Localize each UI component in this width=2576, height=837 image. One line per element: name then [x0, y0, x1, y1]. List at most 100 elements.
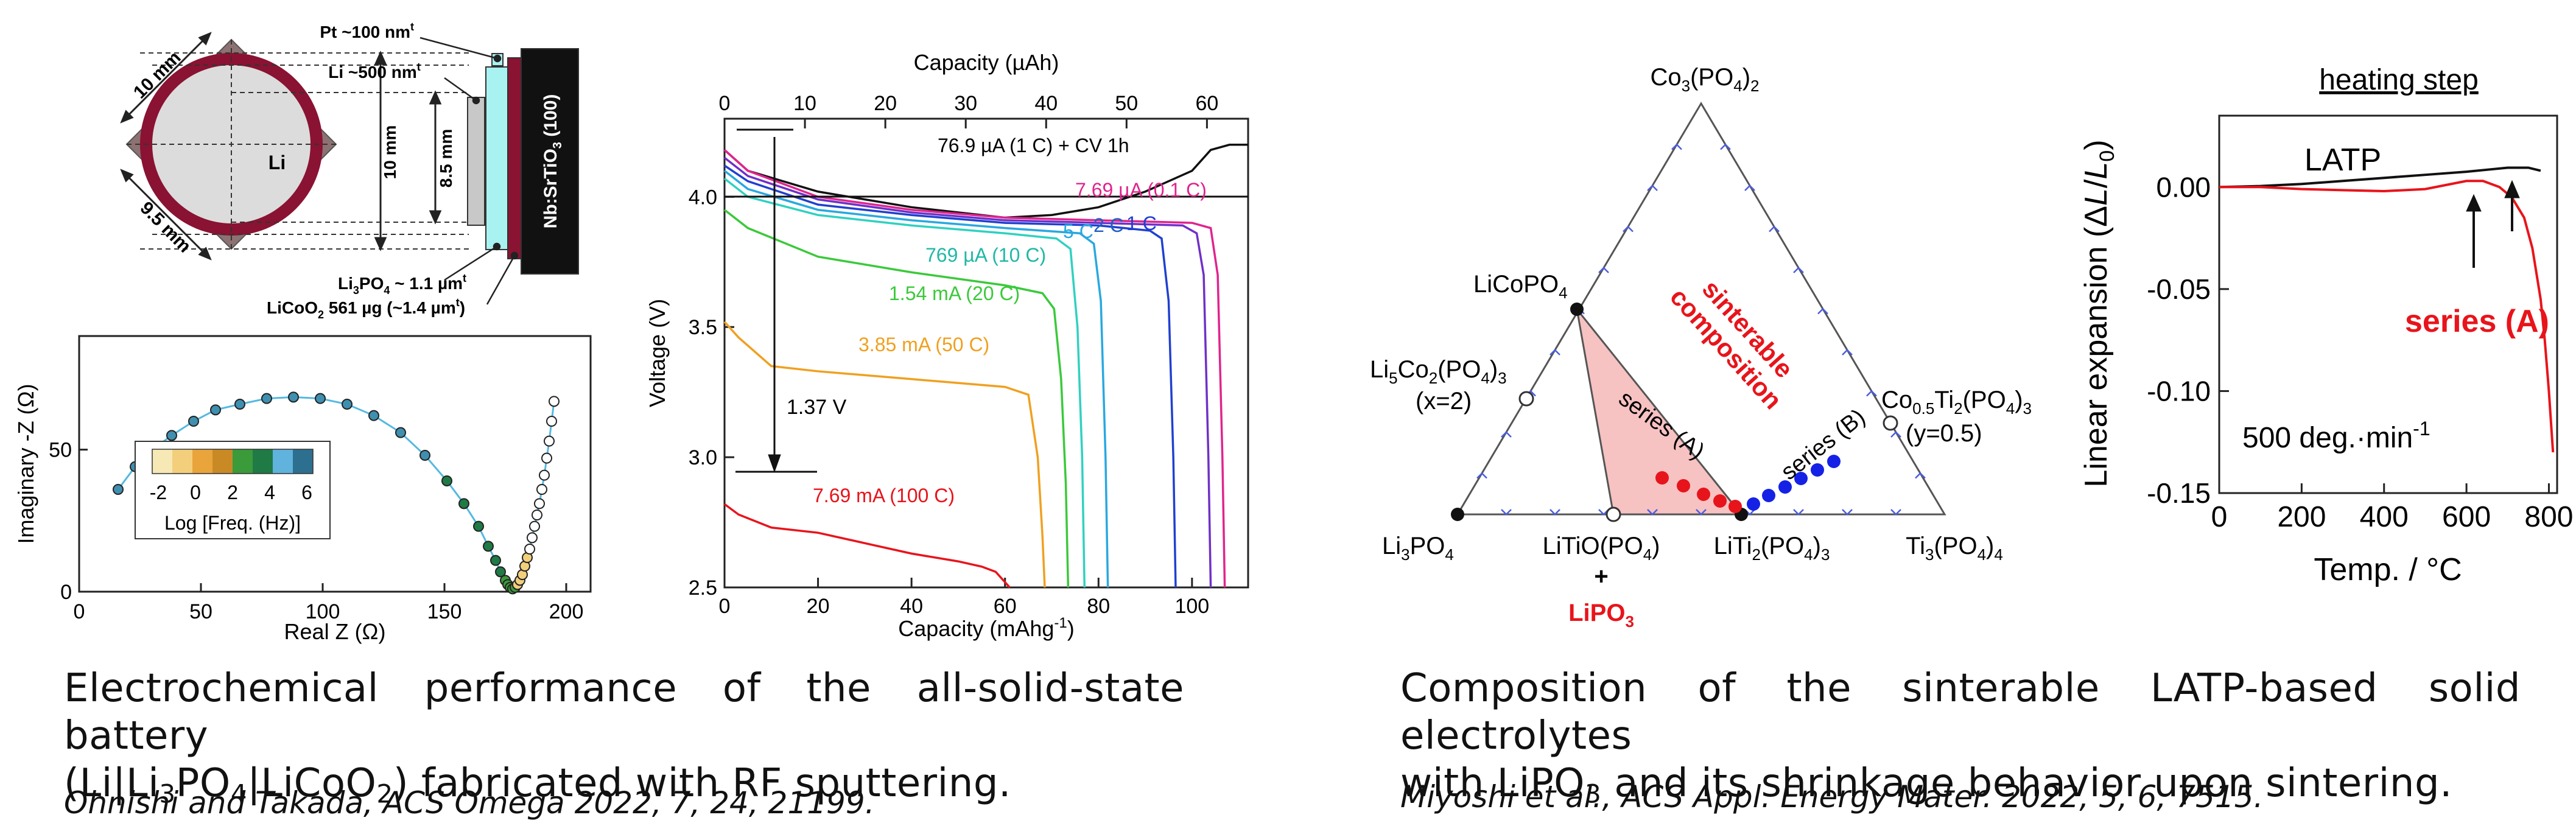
ann-10c: 769 µA (10 C) — [925, 244, 1046, 266]
label-litio: LiTiO(PO4) — [1543, 533, 1660, 564]
discharge-top-xlabel: Capacity (µAh) — [914, 50, 1059, 75]
nyquist-point — [113, 484, 124, 495]
caption-left: Electrochemical performance of the all-s… — [64, 665, 1184, 807]
ann-20c: 1.54 mA (20 C) — [889, 282, 1020, 304]
li3po4-marker — [1451, 508, 1464, 521]
licoo2-mass-label: LiCoO2 561 µg (~1.4 µmt) — [267, 296, 465, 321]
label-licopo4: LiCoPO4 — [1473, 271, 1568, 302]
dim-10mm-side: 10 mm — [381, 125, 399, 180]
ternary-tick — [1842, 509, 1853, 516]
legend-swatch — [212, 449, 233, 474]
nyquist-point — [544, 435, 555, 447]
ternary-tick — [1744, 184, 1755, 191]
dim-8-5mm: 8.5 mm — [437, 129, 455, 188]
discharge-xtick-label: 40 — [900, 595, 923, 618]
substrate-layer — [521, 48, 579, 275]
nyquist-point — [395, 427, 406, 438]
nyquist-point — [495, 566, 506, 578]
nyquist-xtick-label: 50 — [189, 600, 212, 623]
series-a-point — [1713, 494, 1727, 508]
discharge-curve — [723, 156, 1212, 588]
discharge-xlabel: Capacity (mAhg-1) — [898, 615, 1074, 641]
legend-swatch — [273, 449, 293, 474]
legend-swatch — [253, 449, 273, 474]
discharge-top-xtick-label: 30 — [954, 92, 977, 115]
device-schematic: 10 mm 9.5 mm Li 10 mm 8.5 mm Nb:SrTiO3 (… — [120, 21, 579, 321]
nyquist-xlabel: Real Z (Ω) — [284, 619, 386, 644]
discharge-curve — [723, 321, 1046, 588]
series-a-point — [1655, 471, 1669, 485]
label-plus: + — [1594, 563, 1608, 590]
discharge-ytick-label: 2.5 — [689, 576, 717, 600]
tie-line-a — [1576, 309, 1615, 515]
nyquist-point — [541, 452, 552, 464]
legend-swatch — [233, 449, 253, 474]
nyquist-point — [188, 416, 199, 427]
series-a-point — [1728, 500, 1742, 513]
nyquist-point — [549, 396, 560, 407]
li-layer — [467, 97, 485, 226]
legend-title: Log [Freq. (Hz)] — [164, 512, 301, 534]
series-b-point — [1794, 472, 1808, 485]
discharge-ytick-label: 4.0 — [689, 186, 717, 209]
nyquist-ytick-label: 0 — [60, 581, 72, 604]
nyquist-point — [315, 393, 326, 404]
series-b-point — [1811, 463, 1824, 477]
ternary-tick — [1915, 472, 1926, 479]
dil-ytick-label: -0.05 — [2147, 273, 2211, 305]
nyquist-xtick-label: 100 — [306, 600, 340, 623]
nyquist-point — [458, 498, 469, 510]
nyquist-point — [524, 544, 535, 555]
discharge-ylabel: Voltage (V) — [645, 299, 670, 407]
nyquist-point — [534, 498, 545, 510]
ternary-tick — [1866, 390, 1877, 397]
nyquist-point — [473, 520, 484, 532]
label-ti3: Ti3(PO4)4 — [1906, 533, 2003, 564]
citation-left: Ohnishi and Takada, ACS Omega 2022, 7, 2… — [64, 785, 875, 821]
legend-swatch — [152, 449, 172, 474]
ternary-diagram: Co3(PO4)2 LiCoPO4 Li5Co2(PO4)3 (x=2) Co0… — [1370, 64, 2032, 631]
dil-ytick-label: 0.00 — [2156, 171, 2211, 203]
ann-100c: 7.69 mA (100 C) — [813, 485, 955, 506]
ternary-tick — [1623, 225, 1634, 233]
substrate-label: Nb:SrTiO3 (100) — [541, 94, 564, 229]
legend-swatch — [172, 449, 192, 474]
label-x2: (x=2) — [1416, 388, 1472, 415]
nyquist-point — [234, 399, 245, 410]
label-li3po4: Li3PO4 — [1382, 533, 1454, 564]
nyquist-point — [529, 520, 540, 532]
discharge-curve — [723, 209, 1070, 588]
nyquist-ytick-label: 50 — [49, 439, 72, 462]
discharge-top-xtick-label: 10 — [793, 92, 816, 115]
ternary-tick — [1720, 143, 1731, 150]
li5co2-marker — [1518, 391, 1534, 407]
pt-label: Pt ~100 nmt — [320, 21, 414, 41]
ann-50c: 3.85 mA (50 C) — [858, 334, 989, 355]
dil-xtick-label: 600 — [2442, 501, 2491, 533]
discharge-top-xtick-label: 50 — [1115, 92, 1138, 115]
dil-curve — [2219, 180, 2555, 453]
label-liti2: LiTi2(PO4)3 — [1714, 533, 1830, 564]
label-li5co2: Li5Co2(PO4)3 — [1370, 356, 1507, 387]
dil-ytick-label: -0.15 — [2147, 477, 2211, 509]
discharge-ytick-label: 3.5 — [689, 316, 717, 339]
dil-xtick-label: 200 — [2277, 501, 2326, 533]
ternary-tick — [1598, 267, 1609, 273]
ann-drop: 1.37 V — [787, 396, 847, 419]
discharge-frame — [723, 117, 1249, 589]
series-a-point — [1677, 479, 1690, 492]
nyquist-point — [441, 475, 452, 486]
legend-tick-label: 4 — [264, 482, 275, 503]
dil-curve — [2219, 166, 2541, 189]
legend-swatch — [293, 449, 313, 474]
co05-marker — [1883, 415, 1898, 431]
citation-right: Miyoshi et al., ACS Appl. Energy Mater. … — [1400, 779, 2264, 814]
tie-line-b — [1576, 309, 1742, 515]
ann-01c: 7.69 µA (0.1 C) — [1075, 179, 1207, 201]
nyquist-point — [483, 541, 494, 552]
nyquist-xtick-label: 200 — [549, 600, 584, 623]
discharge-top-xtick-label: 40 — [1034, 92, 1058, 115]
dil-xtick-label: 800 — [2524, 501, 2573, 533]
dil-frame — [2218, 114, 2558, 494]
ann-2c: 2 C — [1093, 214, 1124, 236]
